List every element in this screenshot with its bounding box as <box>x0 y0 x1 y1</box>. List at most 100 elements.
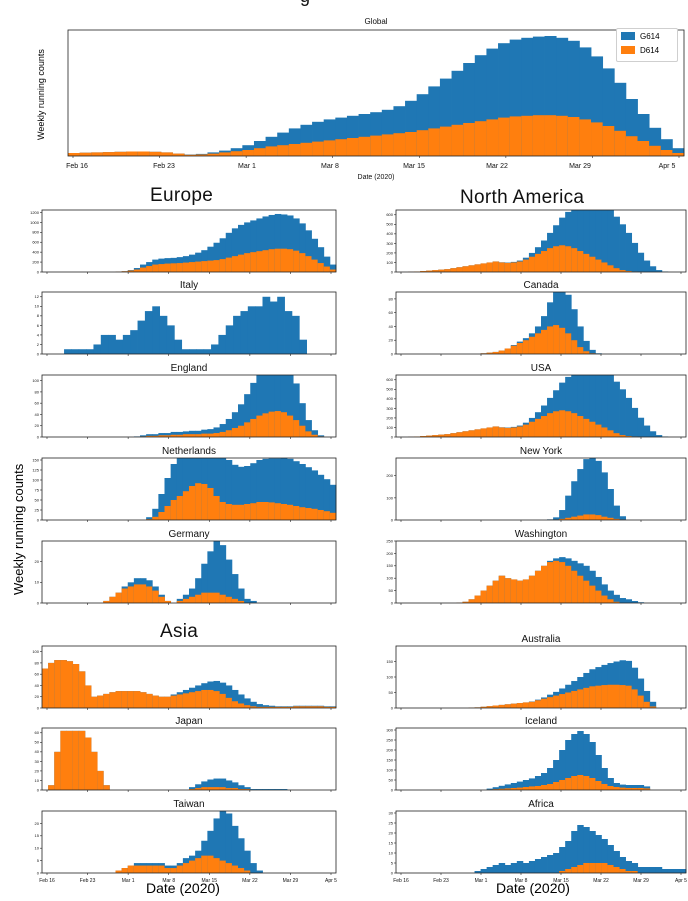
d614-bar <box>534 418 542 437</box>
g614-bar <box>679 869 687 873</box>
d614-bar <box>602 126 615 156</box>
d614-bar <box>643 788 651 790</box>
d614-bar <box>649 145 662 156</box>
d614-bar <box>189 860 196 873</box>
d614-bar <box>213 858 221 873</box>
g614-bar <box>293 218 300 272</box>
g614-bar <box>589 742 596 790</box>
ytick-label: 0 <box>391 787 394 792</box>
d614-bar <box>547 248 554 272</box>
d614-bar <box>510 579 518 603</box>
d614-bar <box>534 570 542 603</box>
d614-bar <box>102 152 115 156</box>
g614-bar <box>317 474 325 520</box>
d614-bar <box>274 248 282 272</box>
d614-bar <box>231 598 239 603</box>
g614-bar <box>631 601 639 603</box>
d614-bar <box>613 518 620 520</box>
d614-bar <box>601 427 608 437</box>
g614-bar <box>196 349 205 354</box>
d614-bar <box>182 863 190 873</box>
xtick-label: Mar 1 <box>122 878 135 884</box>
g614-bar <box>323 256 331 272</box>
g614-bar <box>225 418 233 437</box>
ytick-label: 15 <box>389 840 394 845</box>
d614-bar <box>213 787 221 790</box>
d614-bar <box>450 433 457 437</box>
d614-bar <box>213 496 221 520</box>
g614-bar <box>643 690 651 708</box>
ytick-label: 50 <box>35 497 40 502</box>
d614-bar <box>595 781 602 790</box>
d614-bar <box>358 136 371 156</box>
d614-bar <box>238 703 245 708</box>
d614-bar <box>565 411 572 437</box>
g614-bar <box>613 381 620 437</box>
xtick-label: Mar 1 <box>475 878 488 884</box>
d614-bar <box>256 251 263 272</box>
d614-bar <box>219 594 227 603</box>
d614-bar <box>158 512 165 520</box>
d614-bar <box>559 327 566 354</box>
d614-bar <box>583 253 590 272</box>
g614-bar <box>213 541 221 603</box>
d614-bar <box>84 737 92 790</box>
d614-bar <box>601 516 608 520</box>
ytick-label: 75 <box>35 487 40 492</box>
g614-bar <box>577 210 584 272</box>
g614-bar <box>170 464 178 520</box>
d614-bar <box>164 506 172 520</box>
d614-bar <box>528 336 536 354</box>
d614-bar <box>238 254 245 272</box>
chart-new-york: 0 100 200 New York <box>386 446 687 522</box>
plot-frame <box>395 540 687 604</box>
g614-bar <box>262 296 271 354</box>
g614-bar <box>244 850 251 873</box>
g614-bar <box>522 863 530 873</box>
d614-bar <box>541 416 548 437</box>
d614-bar <box>280 706 288 708</box>
g614-bar <box>213 458 221 520</box>
d614-bar <box>637 695 645 708</box>
g614-bar <box>287 215 294 272</box>
g614-bar <box>571 210 578 272</box>
d614-bar <box>438 269 445 272</box>
d614-bar <box>225 697 233 708</box>
d614-bar <box>133 269 141 272</box>
g614-bar <box>159 315 168 354</box>
d614-bar <box>60 660 67 708</box>
d614-bar <box>311 434 319 437</box>
g614-bar <box>225 232 233 272</box>
d614-bar <box>133 691 141 708</box>
d614-bar <box>274 503 282 520</box>
chart-africa: 0 5 10 15 20 25 30 Africa Feb 16 Feb 23 Mar 1 Mar 8… <box>389 799 688 884</box>
d614-bar <box>541 698 548 708</box>
g614-bar <box>250 463 257 520</box>
d614-bar <box>250 706 257 708</box>
ytick-label: 50 <box>389 777 394 782</box>
ytick-label: 200 <box>386 747 393 752</box>
d614-bar <box>444 434 451 437</box>
d614-bar <box>456 267 463 272</box>
ytick-label: 60 <box>35 401 40 406</box>
d614-bar <box>571 867 578 873</box>
g614-bar <box>613 594 620 603</box>
d614-bar <box>42 668 49 708</box>
d614-bar <box>158 435 165 437</box>
g614-bar <box>492 865 500 873</box>
g614-bar <box>631 667 639 708</box>
g614-bar <box>613 505 620 520</box>
d614-bar <box>114 151 127 156</box>
d614-bar <box>486 262 494 272</box>
ytick-label: 200 <box>386 250 393 255</box>
d614-bar <box>60 730 67 790</box>
chart-title: Global <box>364 17 387 26</box>
d614-bar <box>164 868 172 873</box>
d614-bar <box>607 517 614 520</box>
g614-bar <box>655 435 663 437</box>
d614-bar <box>91 751 98 790</box>
g614-bar <box>601 210 608 272</box>
d614-bar <box>577 689 584 708</box>
g614-bar <box>553 760 560 790</box>
ytick-label: 6 <box>37 323 40 328</box>
